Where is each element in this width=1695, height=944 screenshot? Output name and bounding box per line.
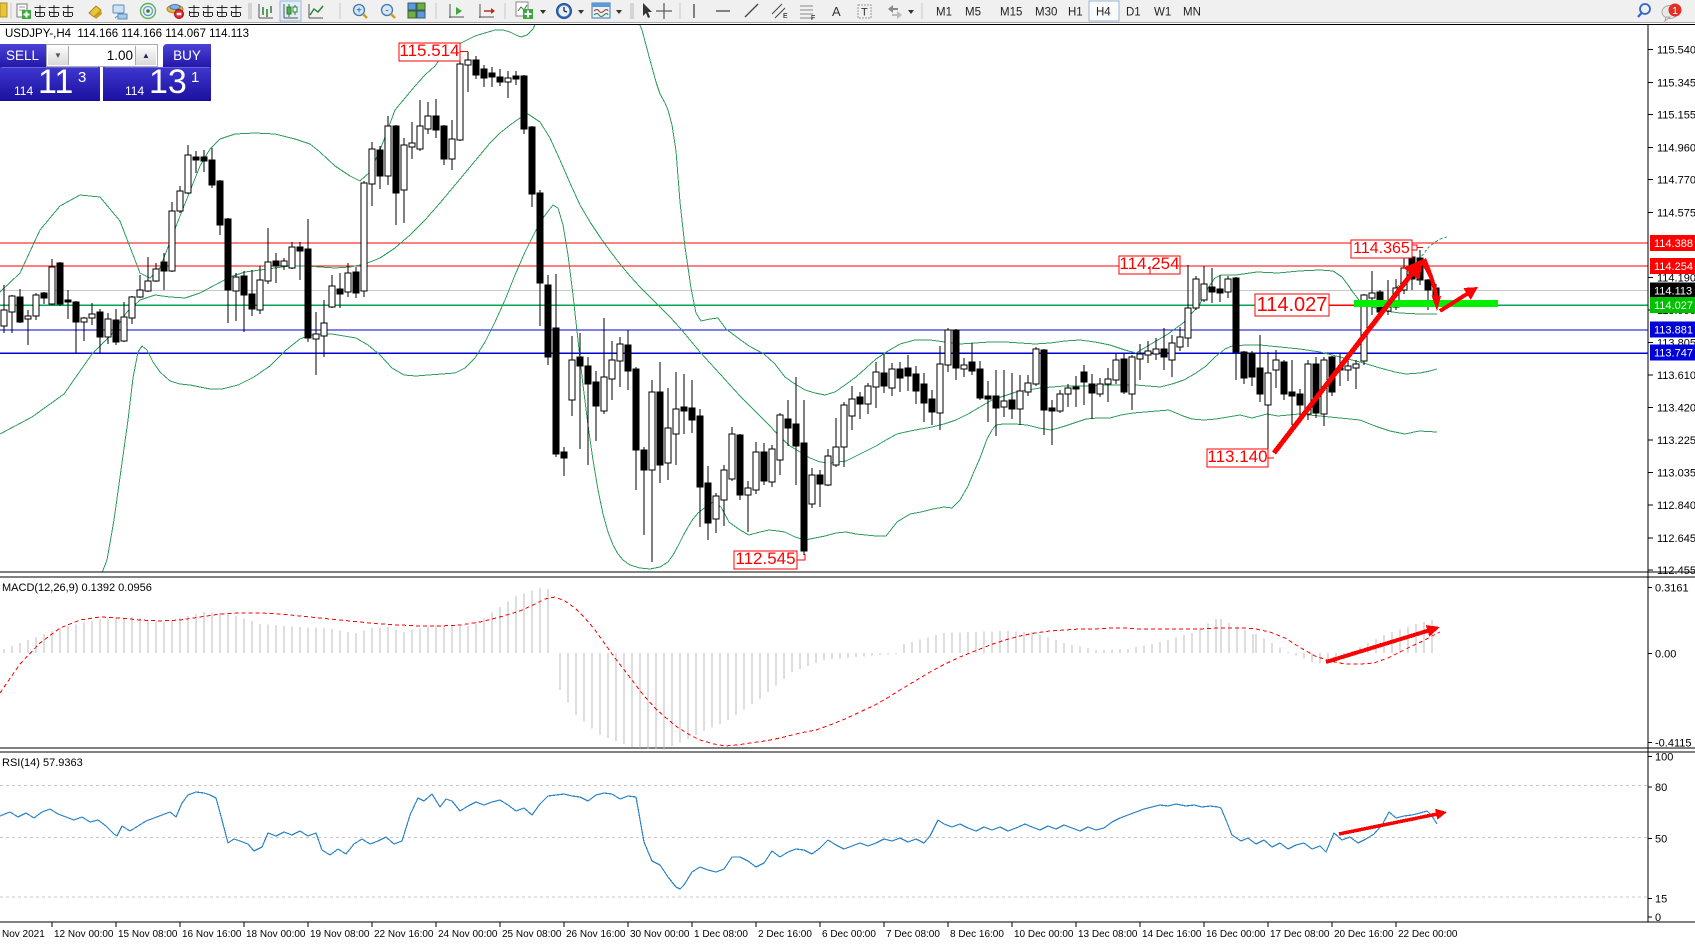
svg-text:USDJPY-,H4 114.166 114.166 11: USDJPY-,H4 114.166 114.166 114.067 114.1… <box>5 28 249 40</box>
svg-text:115.540: 115.540 <box>1657 44 1695 56</box>
svg-text:17 Dec 08:00: 17 Dec 08:00 <box>1270 929 1330 940</box>
svg-text:114.113: 114.113 <box>1654 285 1692 297</box>
svg-text:50: 50 <box>1655 833 1667 845</box>
svg-text:112.545: 112.545 <box>735 549 795 568</box>
svg-text:+: + <box>356 6 362 17</box>
svg-text:M15: M15 <box>1000 7 1022 19</box>
svg-text:114.027: 114.027 <box>1257 294 1328 316</box>
svg-text:16 Nov 16:00: 16 Nov 16:00 <box>182 929 242 940</box>
svg-text:7 Dec 08:00: 7 Dec 08:00 <box>886 929 940 940</box>
svg-text:113.140: 113.140 <box>1207 447 1267 466</box>
svg-text:D1: D1 <box>1126 7 1141 19</box>
svg-text:12 Nov 00:00: 12 Nov 00:00 <box>54 929 114 940</box>
svg-text:E: E <box>783 13 788 20</box>
svg-text:H4: H4 <box>1096 7 1111 19</box>
svg-text:10 Dec 00:00: 10 Dec 00:00 <box>1014 929 1074 940</box>
svg-text:114.254: 114.254 <box>1654 261 1693 273</box>
svg-text:113.610: 113.610 <box>1657 370 1695 382</box>
svg-text:16 Dec 00:00: 16 Dec 00:00 <box>1206 929 1266 940</box>
svg-text:H1: H1 <box>1068 7 1083 19</box>
svg-text:18 Nov 00:00: 18 Nov 00:00 <box>246 929 306 940</box>
svg-text:113.225: 113.225 <box>1657 435 1695 447</box>
svg-text:114.254: 114.254 <box>1119 254 1179 273</box>
svg-text:F: F <box>811 15 815 22</box>
svg-text:24 Nov 00:00: 24 Nov 00:00 <box>438 929 498 940</box>
svg-text:114.770: 114.770 <box>1657 174 1695 186</box>
svg-text:0: 0 <box>1655 912 1661 924</box>
svg-text:112.455: 112.455 <box>1657 565 1695 577</box>
svg-text:22 Dec 00:00: 22 Dec 00:00 <box>1398 929 1458 940</box>
svg-text:0.3161: 0.3161 <box>1655 583 1689 595</box>
svg-text:MN: MN <box>1183 7 1201 19</box>
svg-text:30 Nov 00:00: 30 Nov 00:00 <box>630 929 690 940</box>
svg-text:115.155: 115.155 <box>1657 109 1695 121</box>
svg-text:114.365: 114.365 <box>1353 240 1410 257</box>
svg-text:M5: M5 <box>965 7 981 19</box>
svg-text:Nov 2021: Nov 2021 <box>2 929 45 940</box>
svg-text:113.420: 113.420 <box>1657 402 1695 414</box>
svg-text:112.645: 112.645 <box>1657 533 1695 545</box>
svg-text:100: 100 <box>1655 752 1673 764</box>
svg-text:RSI(14) 57.9363: RSI(14) 57.9363 <box>2 757 83 769</box>
svg-text:MACD(12,26,9) 0.1392 0.0956: MACD(12,26,9) 0.1392 0.0956 <box>2 582 152 594</box>
svg-text:114.190: 114.190 <box>1657 272 1695 284</box>
svg-text:113.747: 113.747 <box>1654 348 1693 360</box>
svg-text:M30: M30 <box>1035 7 1057 19</box>
svg-text:115.514: 115.514 <box>399 41 459 60</box>
svg-text:2 Dec 16:00: 2 Dec 16:00 <box>758 929 812 940</box>
svg-text:0.00: 0.00 <box>1655 649 1676 661</box>
svg-text:114.027: 114.027 <box>1654 300 1693 312</box>
svg-text:M1: M1 <box>936 7 952 19</box>
svg-text:A: A <box>832 4 841 19</box>
svg-text:80: 80 <box>1655 782 1667 794</box>
svg-text:113.881: 113.881 <box>1654 324 1693 336</box>
svg-text:114.388: 114.388 <box>1654 238 1693 250</box>
svg-text:15 Nov 08:00: 15 Nov 08:00 <box>118 929 178 940</box>
svg-text:8 Dec 16:00: 8 Dec 16:00 <box>950 929 1004 940</box>
svg-text:T: T <box>861 7 868 19</box>
svg-text:114.575: 114.575 <box>1657 207 1695 219</box>
svg-text:115.345: 115.345 <box>1657 77 1695 89</box>
svg-text:20 Dec 16:00: 20 Dec 16:00 <box>1334 929 1394 940</box>
svg-text:113.035: 113.035 <box>1657 467 1695 479</box>
svg-text:13 Dec 08:00: 13 Dec 08:00 <box>1078 929 1138 940</box>
svg-text:-0.4115: -0.4115 <box>1655 738 1692 750</box>
svg-text:14 Dec 16:00: 14 Dec 16:00 <box>1142 929 1202 940</box>
svg-text:6 Dec 00:00: 6 Dec 00:00 <box>822 929 876 940</box>
svg-text:W1: W1 <box>1154 7 1171 19</box>
svg-text:25 Nov 08:00: 25 Nov 08:00 <box>502 929 562 940</box>
svg-text:1: 1 <box>1672 5 1678 17</box>
svg-text:19 Nov 08:00: 19 Nov 08:00 <box>310 929 370 940</box>
svg-text:114.960: 114.960 <box>1657 142 1695 154</box>
svg-text:1 Dec 08:00: 1 Dec 08:00 <box>694 929 748 940</box>
svg-text:22 Nov 16:00: 22 Nov 16:00 <box>374 929 434 940</box>
svg-text:112.840: 112.840 <box>1657 500 1695 512</box>
svg-text:15: 15 <box>1655 893 1667 905</box>
svg-text:26 Nov 16:00: 26 Nov 16:00 <box>566 929 626 940</box>
svg-text:-: - <box>385 6 388 17</box>
